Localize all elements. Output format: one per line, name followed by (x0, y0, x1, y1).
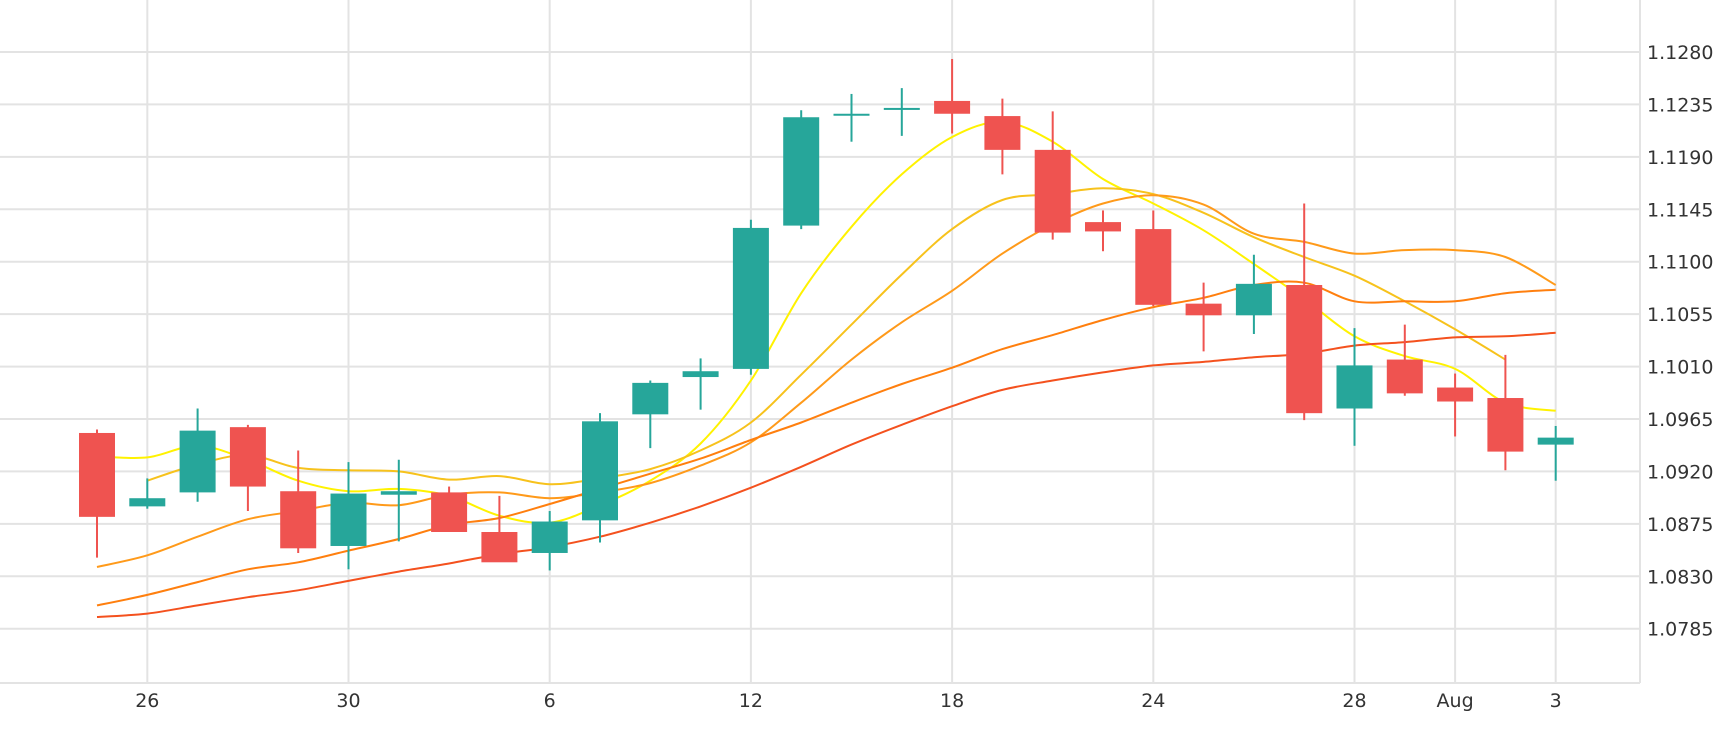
candle-body (682, 371, 719, 378)
candle (934, 58, 971, 134)
candle-body (883, 107, 920, 110)
candle (380, 459, 417, 542)
candle (1085, 210, 1121, 252)
candle (682, 358, 719, 410)
y-tick-label: 1.0830 (1647, 566, 1713, 588)
candle (582, 413, 618, 543)
x-tick-label: 6 (544, 690, 556, 712)
candle-body (380, 491, 417, 495)
candle-body (1185, 303, 1222, 316)
y-tick-label: 1.0875 (1647, 514, 1713, 536)
candle (1185, 282, 1222, 352)
candle (79, 429, 115, 558)
x-tick-label: 28 (1342, 690, 1366, 712)
ma-line-1 (96, 120, 1556, 525)
x-tick-label: 24 (1141, 690, 1165, 712)
candle-body (783, 117, 820, 226)
candle (280, 450, 317, 553)
candle-body (732, 227, 769, 369)
candle-body (1386, 359, 1423, 394)
candle-body (1135, 229, 1172, 305)
candle (481, 495, 518, 563)
candle (783, 110, 820, 230)
y-tick-label: 1.1100 (1647, 252, 1713, 274)
candle-body (330, 493, 367, 546)
candle (1286, 203, 1323, 421)
candle (1487, 354, 1524, 471)
candle-body (79, 432, 115, 517)
candle (1386, 324, 1423, 396)
candle-body (984, 116, 1021, 150)
x-tick-label: 3 (1550, 690, 1562, 712)
y-tick-label: 1.1280 (1647, 42, 1713, 64)
candle (984, 98, 1021, 175)
candle (883, 88, 920, 136)
candle (632, 380, 669, 449)
x-tick-label: 30 (336, 690, 360, 712)
candle-body (934, 100, 971, 114)
y-tick-label: 1.0965 (1647, 409, 1713, 431)
x-tick-label: Aug (1437, 690, 1474, 712)
candle-body (1537, 437, 1574, 445)
candle-body (179, 430, 216, 493)
y-tick-label: 1.1190 (1647, 147, 1713, 169)
candle (1537, 425, 1574, 481)
candle (179, 408, 216, 502)
candle-body (632, 382, 669, 415)
y-tick-label: 1.1010 (1647, 357, 1713, 379)
candle (833, 93, 870, 142)
candles (79, 58, 1574, 571)
candle-body (431, 492, 468, 533)
grid (0, 0, 1641, 684)
x-axis: 26 30 6 12 18 24 28 Aug 3 (135, 690, 1562, 712)
y-tick-label: 1.1055 (1647, 304, 1713, 326)
candle-body (1487, 398, 1524, 452)
candle-body (229, 427, 266, 487)
candle-body (481, 532, 518, 563)
ma-line-2 (146, 187, 1506, 486)
candle (229, 424, 266, 512)
ma-line-4 (96, 280, 1556, 607)
y-tick-label: 1.1145 (1647, 199, 1713, 221)
candle-body (280, 491, 317, 549)
x-tick-label: 12 (739, 690, 763, 712)
candle (1437, 373, 1474, 437)
candle-body (582, 421, 618, 521)
candle-body (1034, 149, 1071, 233)
y-tick-label: 1.0920 (1647, 461, 1713, 483)
y-axis: 1.0785 1.0830 1.0875 1.0920 1.0965 1.1010 1.10… (1647, 42, 1713, 641)
candle-body (531, 521, 568, 553)
candle (330, 462, 367, 570)
candle-body (833, 113, 870, 116)
candle (1336, 328, 1373, 446)
y-tick-label: 1.0785 (1647, 619, 1713, 641)
candle-body (1235, 283, 1272, 316)
candle (732, 219, 769, 375)
candle (1135, 210, 1172, 306)
candle (531, 511, 568, 571)
candle-body (1085, 222, 1121, 232)
candle (431, 486, 468, 533)
x-tick-label: 18 (940, 690, 964, 712)
y-tick-label: 1.1235 (1647, 94, 1713, 116)
candle-body (1336, 365, 1373, 409)
candle-body (1437, 387, 1474, 402)
candle-body (1286, 285, 1323, 414)
candle (1235, 254, 1272, 334)
candle (1034, 111, 1071, 240)
candle-body (129, 498, 166, 507)
candle (129, 478, 166, 509)
x-tick-label: 26 (135, 690, 159, 712)
